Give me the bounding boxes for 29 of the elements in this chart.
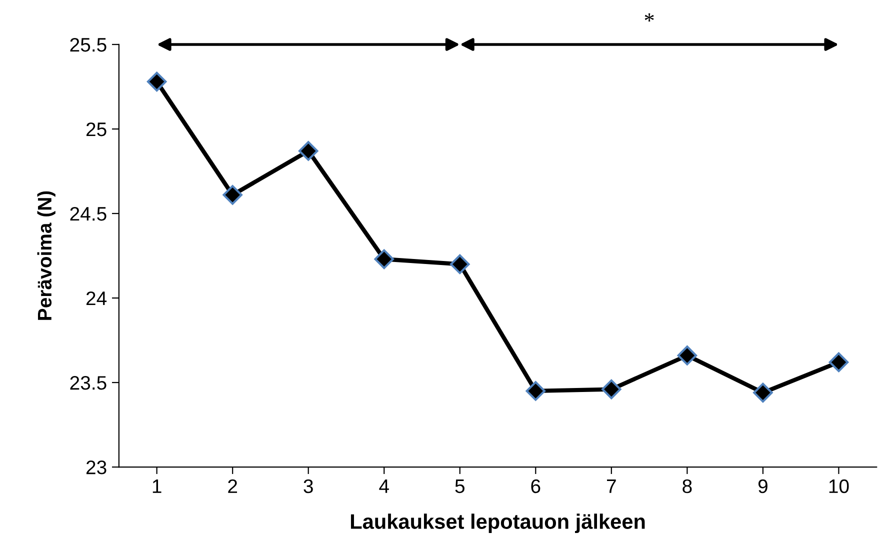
point (146, 72, 167, 92)
x-tick-label: 10 (829, 479, 849, 494)
x-tick-label: 1 (152, 480, 162, 493)
point (602, 379, 622, 400)
x-tick-label: 2 (228, 479, 238, 493)
point (526, 381, 546, 401)
x-tick-label: 3 (304, 479, 313, 494)
point (222, 185, 242, 205)
x-tick-label: 6 (531, 479, 540, 494)
x-tick-label: 4 (379, 480, 389, 493)
point (450, 254, 470, 274)
point (753, 382, 773, 403)
y-tick-label: 24.5 (70, 206, 106, 221)
text: * (644, 13, 654, 22)
point (374, 249, 394, 270)
y-tick-label: 23.5 (70, 376, 106, 390)
y-tick-label: 25 (86, 122, 106, 136)
y-tick-label: 24 (86, 291, 107, 306)
point (828, 352, 849, 372)
x-tick-label: 5 (455, 480, 464, 494)
x-axis-title: Laukaukset lepotauon jälkeen (350, 514, 645, 534)
x-tick-label: 9 (758, 479, 768, 494)
y-axis-title: Perävoima (N) (37, 191, 56, 320)
x-tick-label: 8 (682, 479, 692, 494)
point (677, 346, 698, 366)
y-tick-label: 23 (86, 460, 106, 474)
y-tick-label: 25.5 (70, 38, 106, 52)
point (298, 141, 318, 161)
x-tick-label: 7 (607, 480, 616, 493)
